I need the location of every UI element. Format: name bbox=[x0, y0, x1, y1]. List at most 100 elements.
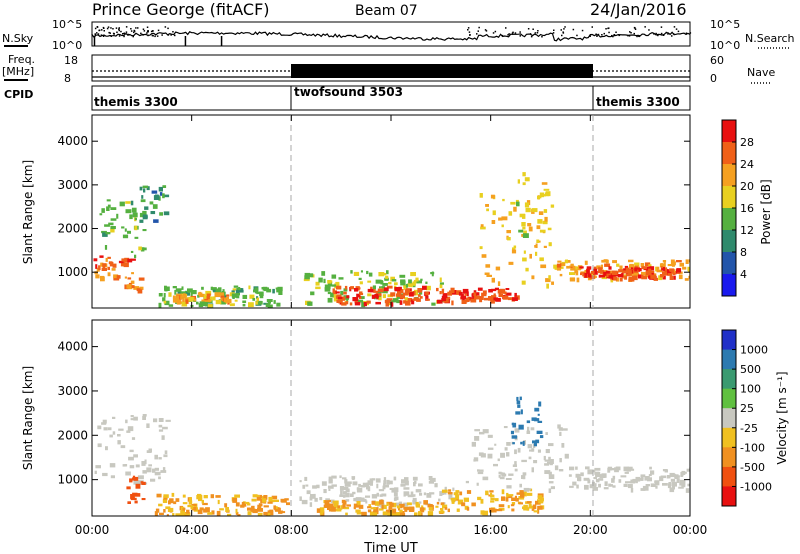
heatmap-cell bbox=[498, 504, 505, 508]
heatmap-cell bbox=[680, 474, 683, 477]
heatmap-cell bbox=[625, 273, 630, 276]
heatmap-cell bbox=[240, 288, 244, 292]
heatmap-cell bbox=[670, 478, 676, 482]
heatmap-cell bbox=[522, 441, 525, 446]
power-y-tick-label: 1000 bbox=[57, 265, 88, 279]
heatmap-cell bbox=[352, 481, 358, 486]
heatmap-cell bbox=[533, 443, 537, 447]
heatmap-cell bbox=[305, 484, 309, 487]
heatmap-cell bbox=[101, 422, 107, 425]
heatmap-cell bbox=[676, 478, 680, 483]
heatmap-cell bbox=[679, 482, 686, 486]
heatmap-cell bbox=[117, 434, 121, 437]
heatmap-cell bbox=[328, 488, 331, 491]
heatmap-cell bbox=[661, 268, 664, 271]
heatmap-cell bbox=[344, 285, 348, 290]
heatmap-cell bbox=[175, 513, 181, 516]
noise-search-dot bbox=[689, 32, 692, 34]
heatmap-cell bbox=[569, 277, 575, 280]
heatmap-cell bbox=[362, 482, 367, 487]
heatmap-cell bbox=[381, 493, 387, 497]
noise-search-dot bbox=[638, 35, 640, 37]
heatmap-cell bbox=[162, 193, 165, 199]
heatmap-cell bbox=[410, 272, 416, 277]
heatmap-cell bbox=[158, 476, 161, 480]
heatmap-cell bbox=[346, 295, 350, 299]
heatmap-cell bbox=[387, 512, 392, 516]
heatmap-cell bbox=[523, 491, 527, 497]
heatmap-cell bbox=[612, 260, 617, 264]
heatmap-cell bbox=[404, 480, 409, 486]
heatmap-cell bbox=[598, 483, 601, 488]
time-tick-label: 04:00 bbox=[174, 523, 209, 537]
heatmap-cell bbox=[426, 493, 432, 498]
heatmap-cell bbox=[479, 298, 483, 303]
heatmap-cell bbox=[522, 226, 526, 230]
heatmap-cell bbox=[679, 479, 686, 483]
heatmap-cell bbox=[220, 295, 225, 298]
heatmap-cell bbox=[138, 246, 142, 251]
heatmap-cell bbox=[232, 288, 237, 291]
heatmap-cell bbox=[548, 456, 551, 461]
heatmap-cell bbox=[662, 483, 668, 486]
heatmap-cell bbox=[154, 454, 158, 460]
heatmap-cell bbox=[619, 265, 623, 270]
heatmap-cell bbox=[625, 267, 630, 271]
heatmap-cell bbox=[156, 493, 162, 498]
heatmap-cell bbox=[363, 498, 367, 502]
heatmap-cell bbox=[618, 269, 624, 273]
heatmap-cell bbox=[444, 507, 448, 510]
heatmap-cell bbox=[498, 474, 501, 478]
heatmap-cell bbox=[678, 274, 683, 280]
heatmap-cell bbox=[420, 296, 423, 299]
heatmap-cell bbox=[613, 276, 618, 281]
heatmap-cell bbox=[611, 478, 615, 483]
heatmap-cell bbox=[373, 507, 379, 512]
heatmap-cell bbox=[455, 498, 459, 501]
heatmap-cell bbox=[635, 480, 638, 484]
heatmap-cell bbox=[609, 484, 613, 487]
heatmap-cell bbox=[235, 511, 239, 515]
heatmap-cell bbox=[575, 266, 578, 270]
noise-search-dot bbox=[541, 36, 543, 38]
heatmap-cell bbox=[458, 499, 463, 503]
heatmap-cell bbox=[641, 271, 646, 276]
heatmap-cell bbox=[124, 284, 129, 290]
noise-search-dot bbox=[135, 27, 137, 29]
heatmap-cell bbox=[522, 472, 527, 476]
heatmap-cell bbox=[526, 501, 532, 504]
heatmap-cell bbox=[486, 208, 489, 212]
noise-search-dot bbox=[589, 35, 591, 37]
heatmap-cell bbox=[125, 209, 132, 214]
heatmap-cell bbox=[505, 478, 512, 480]
heatmap-cell bbox=[353, 506, 356, 510]
power-colorbar-swatch bbox=[722, 164, 736, 187]
heatmap-cell bbox=[188, 296, 194, 302]
heatmap-cell bbox=[674, 475, 680, 478]
heatmap-cell bbox=[175, 498, 180, 502]
heatmap-cell bbox=[599, 474, 606, 478]
noise-search-dot bbox=[467, 27, 470, 29]
heatmap-cell bbox=[118, 428, 124, 431]
heatmap-cell bbox=[407, 298, 413, 302]
heatmap-cell bbox=[463, 497, 469, 502]
heatmap-cell bbox=[640, 488, 646, 491]
power-y-ticks: 1000 2000 3000 4000 bbox=[57, 134, 690, 279]
heatmap-cell bbox=[139, 219, 144, 223]
heatmap-cell bbox=[481, 292, 487, 297]
heatmap-cell bbox=[338, 277, 344, 280]
heatmap-cell bbox=[456, 508, 460, 512]
heatmap-cell bbox=[352, 477, 355, 480]
noise-search-dot bbox=[514, 32, 517, 34]
heatmap-cell bbox=[342, 503, 346, 508]
heatmap-cell bbox=[662, 260, 667, 263]
heatmap-cell bbox=[516, 396, 519, 401]
heatmap-cell bbox=[198, 291, 202, 297]
heatmap-cell bbox=[603, 259, 608, 262]
heatmap-cell bbox=[349, 493, 354, 497]
heatmap-cell bbox=[528, 226, 533, 232]
heatmap-cell bbox=[413, 494, 416, 497]
heatmap-cell bbox=[417, 288, 422, 293]
heatmap-cell bbox=[607, 468, 611, 473]
heatmap-cell bbox=[489, 490, 494, 493]
